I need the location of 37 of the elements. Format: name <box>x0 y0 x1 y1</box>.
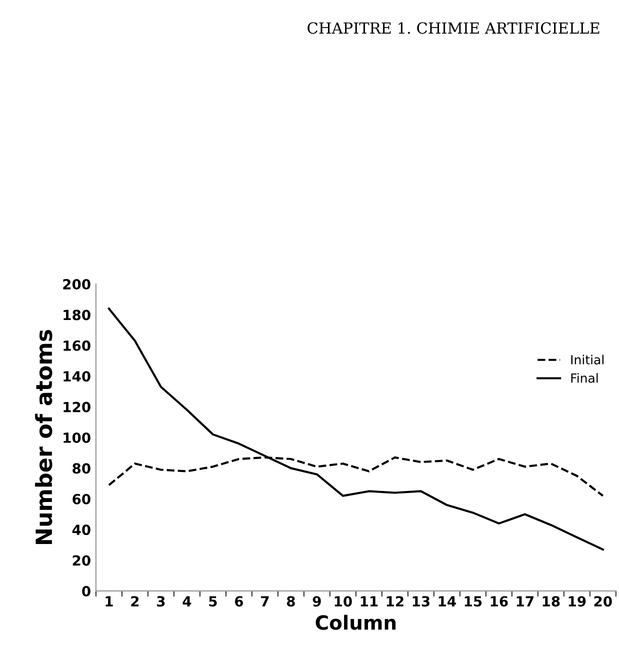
x-tick-label: 7 <box>261 596 269 606</box>
x-tick-label: 14 <box>438 596 456 606</box>
x-tick-label: 15 <box>464 596 482 607</box>
x-tick-label: 19 <box>568 596 586 607</box>
y-tick-label: 60 <box>72 494 90 504</box>
x-tick-label: 10 <box>334 596 352 607</box>
x-tick-label: 9 <box>312 596 321 607</box>
x-tick-label: 16 <box>490 596 508 607</box>
legend-label: Final <box>571 373 598 383</box>
text: CHAPITRE 1. CHIMIE ARTIFICIELLE <box>308 22 600 34</box>
x-tick-label: 18 <box>542 596 560 607</box>
x-tick-label: 20 <box>594 596 612 607</box>
x-tick-label: 17 <box>516 596 534 606</box>
x-tick-label: 3 <box>157 596 165 607</box>
x-tick-label: 6 <box>234 596 244 607</box>
y-tick-label: 120 <box>64 402 90 412</box>
y-axis-title: Number of atoms <box>35 330 52 544</box>
y-tick-label: 180 <box>64 310 90 320</box>
y-tick-label: 140 <box>64 371 90 382</box>
y-tick-label: 80 <box>72 463 90 474</box>
x-tick-label: 13 <box>412 596 430 607</box>
x-axis-title: Column <box>316 614 396 630</box>
x-tick-label: 12 <box>386 596 404 606</box>
x-tick-label: 8 <box>286 596 295 607</box>
y-tick-label: 0 <box>82 586 90 596</box>
y-tick-label: 100 <box>64 432 90 443</box>
x-tick-label: 4 <box>182 596 192 606</box>
line-series <box>108 308 604 551</box>
legend-label: Initial <box>571 354 604 364</box>
y-tick-label: 160 <box>64 340 90 351</box>
x-tick-label: 11 <box>360 596 378 606</box>
x-tick-label: 1 <box>106 596 113 606</box>
y-tick-label: 20 <box>72 555 90 566</box>
y-tick-label: 40 <box>72 524 90 536</box>
x-tick-label: 5 <box>209 596 217 607</box>
y-tick-label: 200 <box>63 279 90 290</box>
x-tick-label: 2 <box>131 596 139 606</box>
